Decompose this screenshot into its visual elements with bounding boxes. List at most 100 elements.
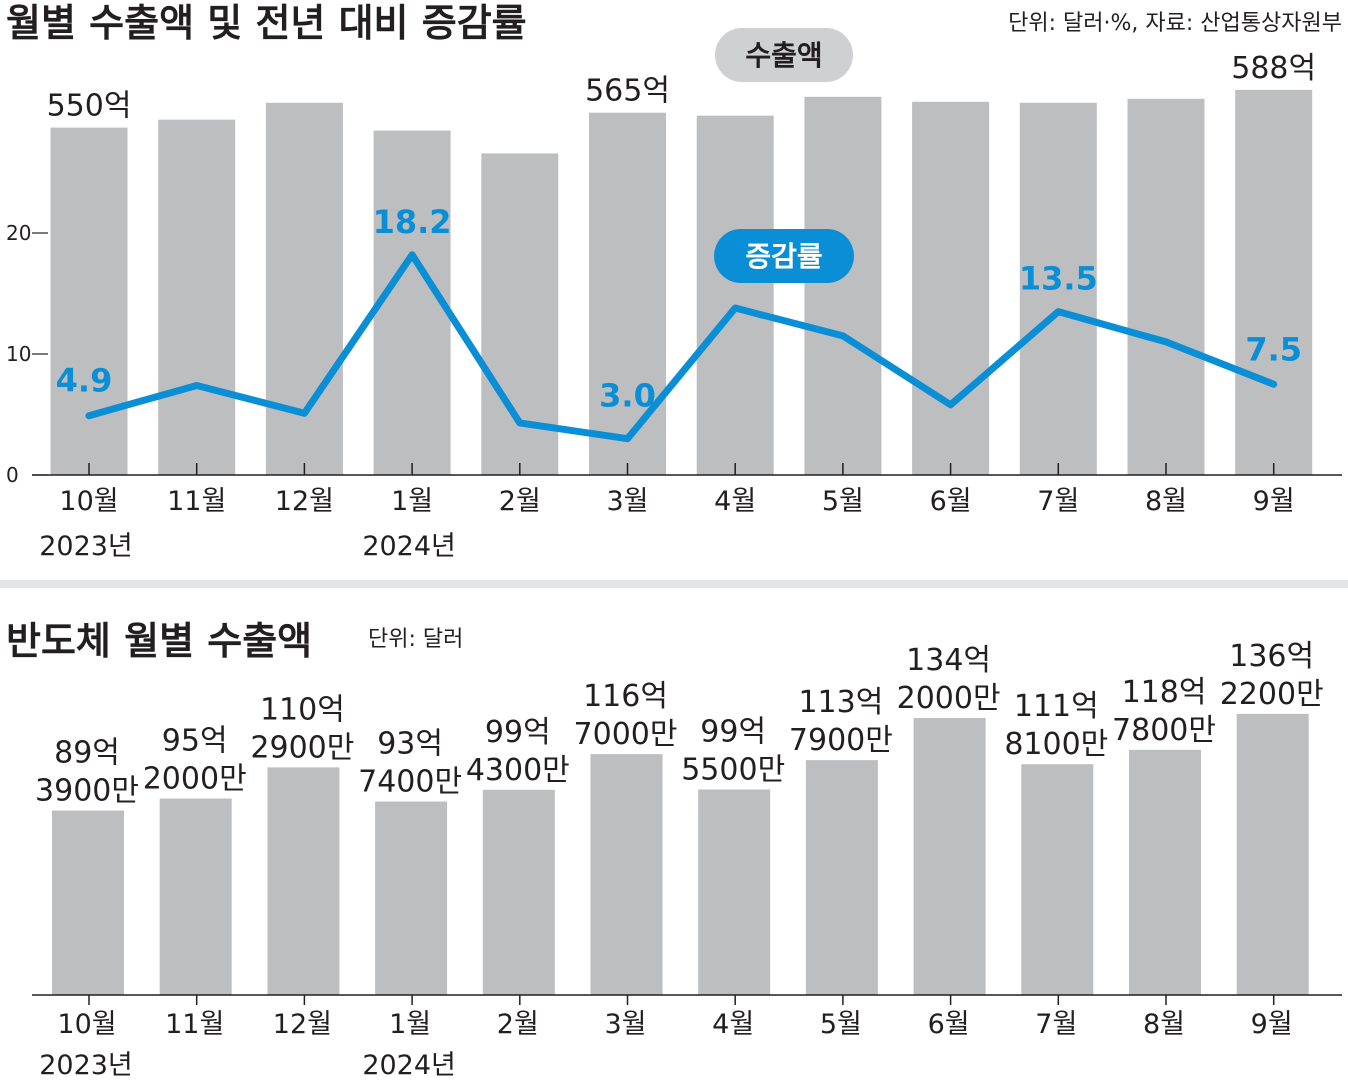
top-y-ticks: 0 10 20 bbox=[6, 221, 48, 487]
export-bar bbox=[265, 102, 343, 476]
semiconductor-bar bbox=[52, 810, 124, 995]
semiconductor-bar bbox=[482, 789, 555, 995]
x-label-year: 2024년 bbox=[362, 531, 456, 562]
semiconductor-bar bbox=[1021, 764, 1094, 995]
export-bar bbox=[158, 119, 236, 475]
semiconductor-bar bbox=[805, 760, 878, 995]
x-label-month: 11월 bbox=[167, 486, 226, 517]
semiconductor-label-line1: 113억 bbox=[798, 685, 883, 720]
rate-line-group bbox=[85, 251, 1278, 443]
x-label-month: 4월 bbox=[712, 1009, 754, 1040]
x-label-month: 1월 bbox=[391, 486, 433, 517]
x-label-month: 12월 bbox=[273, 1009, 332, 1040]
x-label-month: 4월 bbox=[714, 486, 756, 517]
semiconductor-bar bbox=[590, 754, 663, 995]
top-x-ticks bbox=[88, 463, 1275, 475]
export-bar bbox=[804, 96, 882, 475]
x-label-month: 5월 bbox=[820, 1009, 862, 1040]
legend-export-pill: 수출액 bbox=[715, 28, 853, 82]
semiconductor-label-line2: 2000만 bbox=[143, 762, 247, 797]
rate-labels: 4.9 18.2 3.0 13.5 7.5 bbox=[56, 203, 1302, 415]
semiconductor-bar bbox=[698, 789, 771, 995]
rate-label: 18.2 bbox=[373, 203, 452, 241]
export-bar bbox=[50, 127, 128, 475]
x-label-month: 8월 bbox=[1143, 1009, 1185, 1040]
legend-rate-label: 증감률 bbox=[745, 240, 822, 273]
y-tick-label: 0 bbox=[6, 463, 19, 487]
y-tick-label: 10 bbox=[6, 342, 31, 366]
semiconductor-label-line2: 4300만 bbox=[466, 753, 570, 788]
x-label-month: 1월 bbox=[389, 1009, 431, 1040]
semiconductor-label-line2: 3900만 bbox=[35, 773, 139, 808]
legend-rate-pill: 증감률 bbox=[714, 229, 854, 283]
semiconductor-label-line1: 93억 bbox=[377, 727, 443, 762]
top-chart-unit-note: 단위: 달러·%, 자료: 산업통상자원부 bbox=[1008, 11, 1342, 36]
x-label-month: 9월 bbox=[1253, 486, 1295, 517]
top-bars bbox=[50, 89, 1313, 476]
bottom-chart-title: 반도체 월별 수출액 bbox=[6, 619, 312, 663]
x-label-month: 3월 bbox=[604, 1009, 646, 1040]
rate-label: 4.9 bbox=[56, 362, 113, 400]
x-label-month: 7월 bbox=[1035, 1009, 1077, 1040]
x-label-month: 11월 bbox=[165, 1009, 224, 1040]
rate-label: 13.5 bbox=[1019, 260, 1098, 298]
semiconductor-label-line1: 99억 bbox=[485, 715, 551, 750]
x-label-month: 10월 bbox=[57, 1009, 116, 1040]
semiconductor-label-line2: 2900만 bbox=[250, 730, 354, 765]
export-bar-label: 550억 bbox=[47, 89, 132, 124]
rate-line bbox=[85, 251, 1278, 443]
legend-export-label: 수출액 bbox=[745, 39, 822, 72]
x-label-month: 10월 bbox=[59, 486, 118, 517]
semiconductor-label-line2: 5500만 bbox=[681, 753, 785, 788]
x-label-month: 6월 bbox=[930, 486, 972, 517]
semiconductor-label-line2: 2200만 bbox=[1220, 677, 1324, 712]
export-bar bbox=[589, 112, 666, 476]
x-label-month: 9월 bbox=[1251, 1009, 1293, 1040]
x-label-month: 5월 bbox=[822, 486, 864, 517]
export-bar-label: 588억 bbox=[1231, 51, 1316, 86]
semiconductor-bar bbox=[375, 801, 448, 995]
semiconductor-label-line1: 110억 bbox=[260, 692, 345, 727]
x-label-month: 3월 bbox=[606, 486, 648, 517]
bottom-x-labels: 10월 2023년 11월 12월 1월 2024년 2월 3월 4월 5월 6월 7월 8월 9월 bbox=[39, 1009, 1292, 1080]
semiconductor-label-line1: 134억 bbox=[906, 643, 991, 678]
semiconductor-bar bbox=[1129, 749, 1201, 995]
x-label-month: 8월 bbox=[1145, 486, 1187, 517]
section-divider bbox=[0, 580, 1348, 588]
semiconductor-label-line2: 7400만 bbox=[358, 765, 462, 800]
semiconductor-label-line2: 2000만 bbox=[897, 681, 1001, 716]
rate-label: 3.0 bbox=[599, 377, 656, 415]
top-chart-title: 월별 수출액 및 전년 대비 증감률 bbox=[6, 1, 527, 45]
export-bar bbox=[1235, 89, 1313, 475]
semiconductor-label-line2: 8100만 bbox=[1004, 727, 1108, 762]
x-label-year: 2023년 bbox=[39, 1050, 133, 1080]
semiconductor-label-line2: 7000만 bbox=[574, 717, 678, 752]
export-bar bbox=[912, 101, 990, 475]
semiconductor-label-line1: 118억 bbox=[1122, 675, 1207, 710]
semiconductor-label-line2: 7800만 bbox=[1112, 713, 1216, 748]
y-tick-label: 20 bbox=[6, 221, 31, 245]
x-label-month: 2월 bbox=[499, 486, 541, 517]
export-bar bbox=[696, 115, 774, 475]
semiconductor-bar bbox=[1236, 713, 1309, 995]
semiconductor-label-line1: 136억 bbox=[1229, 639, 1314, 674]
export-bar bbox=[373, 130, 451, 475]
semiconductor-label-line1: 89억 bbox=[54, 735, 120, 770]
semiconductor-label-line1: 95억 bbox=[162, 724, 228, 759]
semiconductor-label-line1: 99억 bbox=[700, 715, 766, 750]
top-bar-labels: 550억 565억 588억 bbox=[47, 51, 1317, 124]
semiconductor-label-line1: 116억 bbox=[583, 679, 668, 714]
bottom-bars bbox=[52, 713, 1309, 995]
rate-label: 7.5 bbox=[1245, 330, 1302, 368]
bottom-chart-unit-note: 단위: 달러 bbox=[368, 627, 463, 652]
export-bar bbox=[1127, 98, 1205, 476]
export-bar bbox=[1019, 102, 1097, 476]
x-label-year: 2024년 bbox=[362, 1050, 456, 1080]
bottom-x-ticks bbox=[88, 995, 1275, 1005]
semiconductor-bar bbox=[159, 798, 232, 995]
semiconductor-bar bbox=[267, 767, 340, 995]
semiconductor-label-line2: 7900만 bbox=[789, 723, 893, 758]
export-bar-label: 565억 bbox=[585, 74, 670, 109]
